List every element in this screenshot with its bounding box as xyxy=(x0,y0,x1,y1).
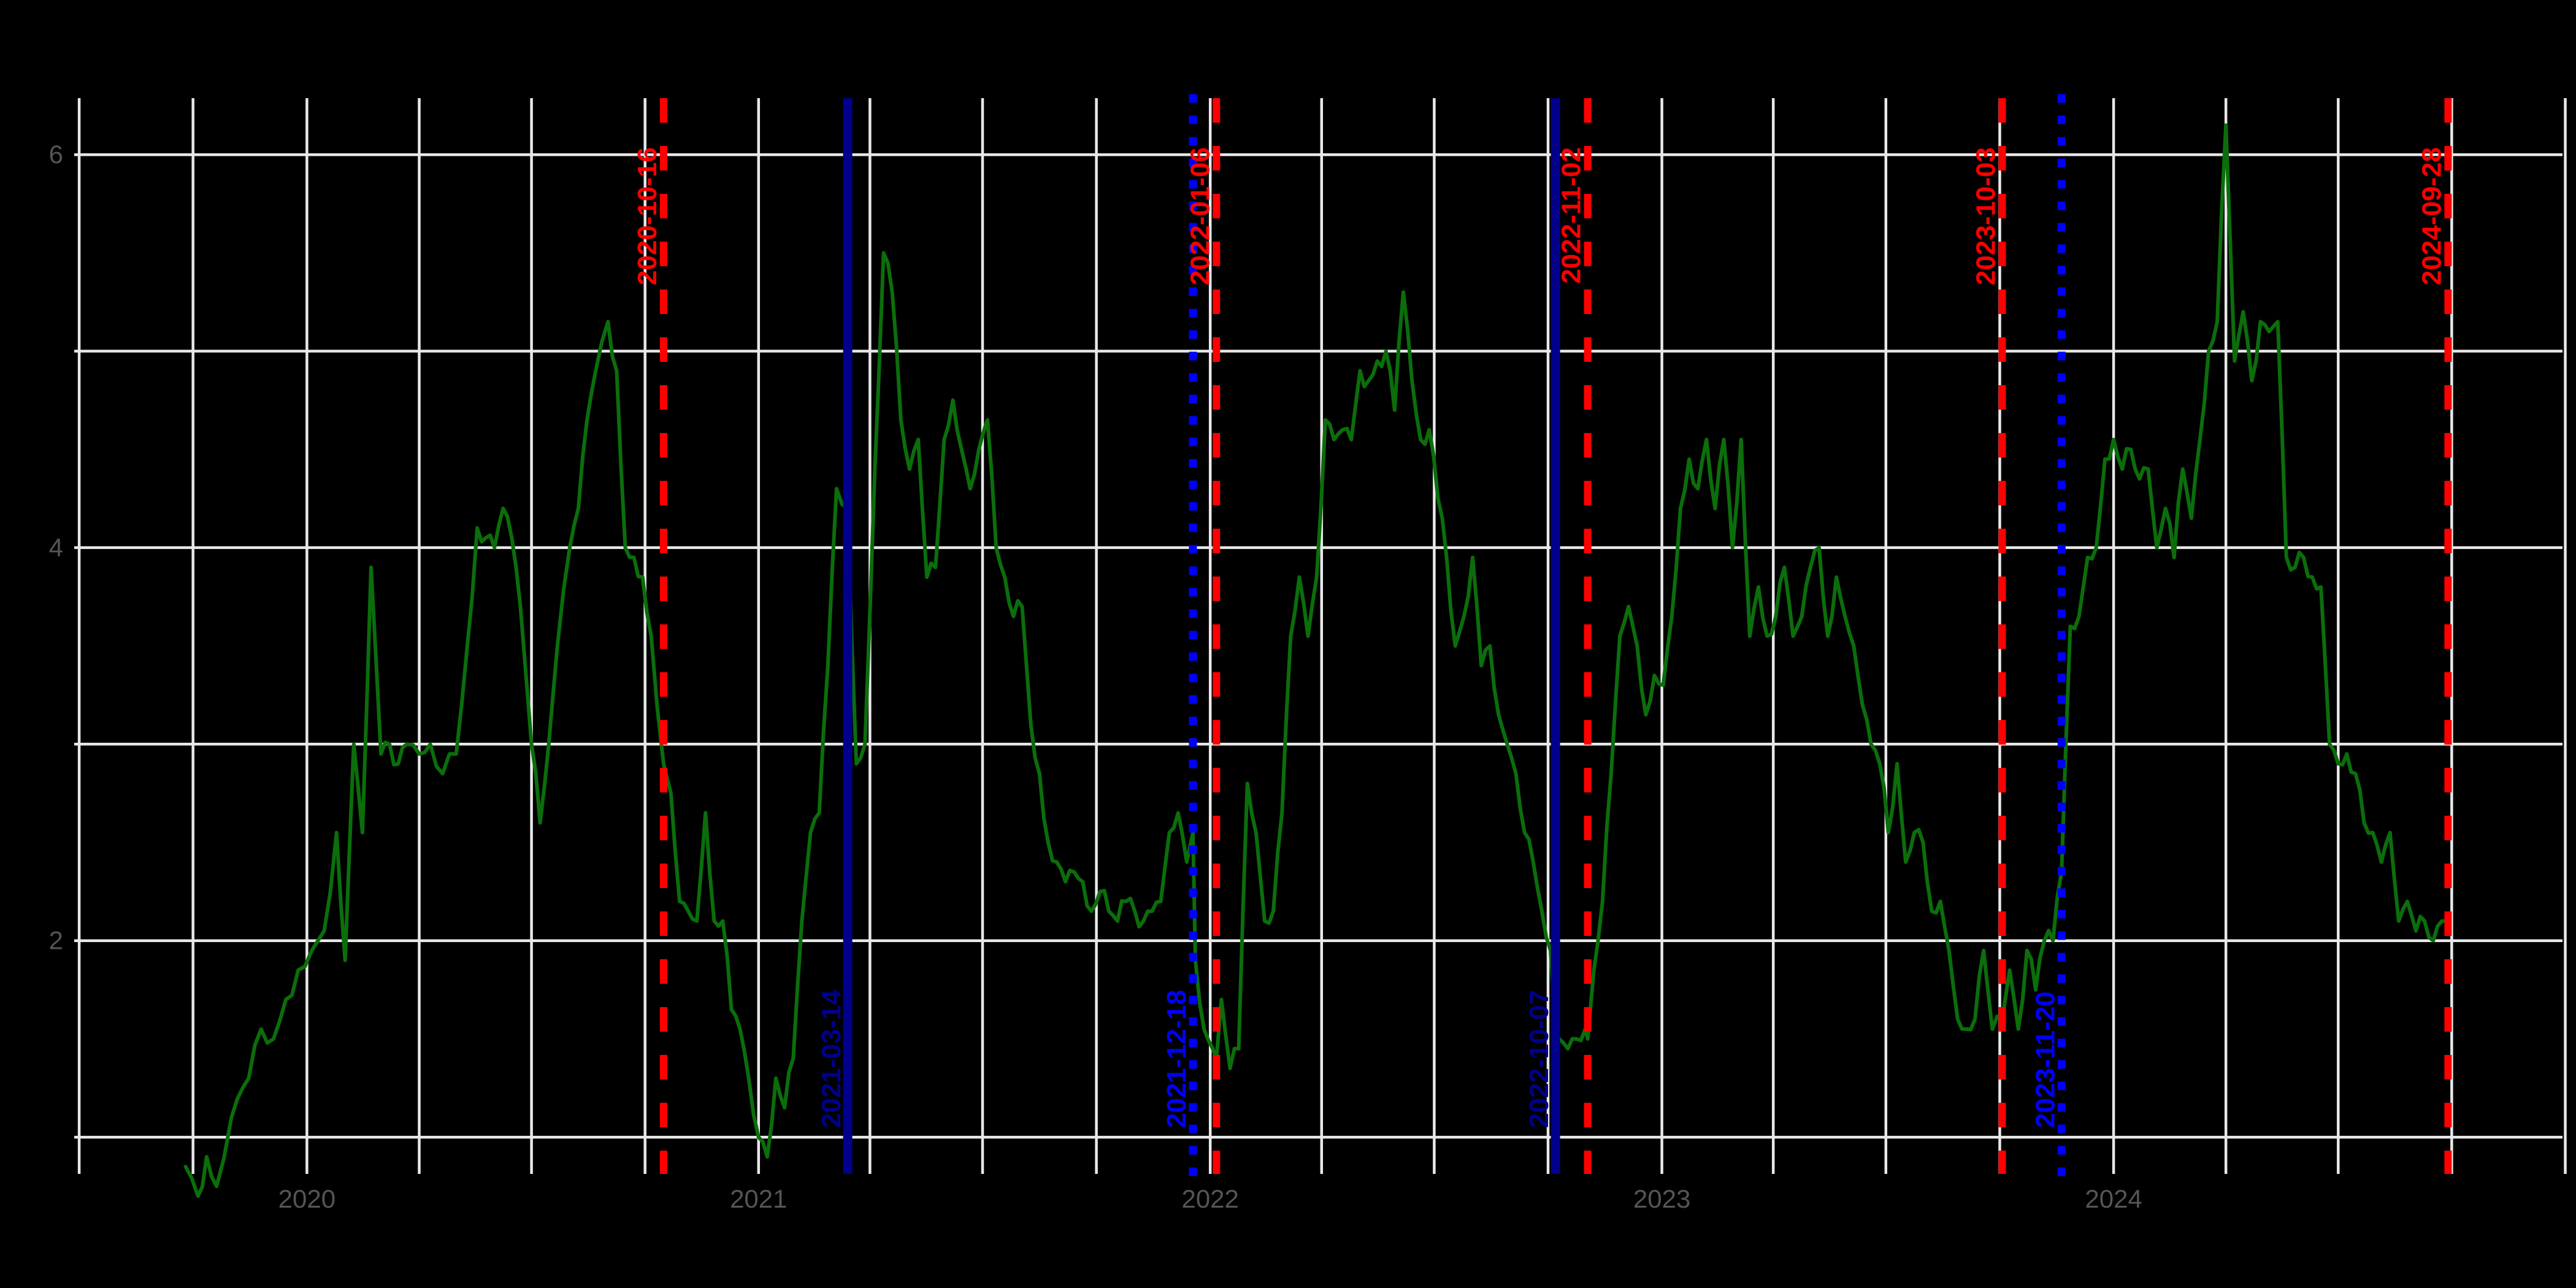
svg-text:2020: 2020 xyxy=(278,1184,335,1213)
svg-text:2023-10-03: 2023-10-03 xyxy=(1971,147,2001,285)
svg-text:2021: 2021 xyxy=(730,1184,787,1213)
svg-text:2022-11-02: 2022-11-02 xyxy=(1557,147,1587,284)
svg-text:2023-11-20: 2023-11-20 xyxy=(2030,991,2060,1128)
svg-text:4: 4 xyxy=(49,533,63,562)
svg-text:2024-09-28: 2024-09-28 xyxy=(2417,147,2447,285)
svg-text:6: 6 xyxy=(49,140,63,169)
svg-text:2021-03-14: 2021-03-14 xyxy=(816,989,846,1128)
svg-text:2023: 2023 xyxy=(1633,1184,1690,1213)
svg-text:2020-10-16: 2020-10-16 xyxy=(632,147,662,285)
svg-text:2021-12-18: 2021-12-18 xyxy=(1162,990,1192,1128)
svg-text:2: 2 xyxy=(49,926,63,955)
svg-text:2022-10-07: 2022-10-07 xyxy=(1524,990,1554,1128)
svg-text:2024: 2024 xyxy=(2085,1184,2142,1213)
svg-text:2022-01-06: 2022-01-06 xyxy=(1185,147,1215,285)
svg-text:2022: 2022 xyxy=(1181,1184,1238,1213)
